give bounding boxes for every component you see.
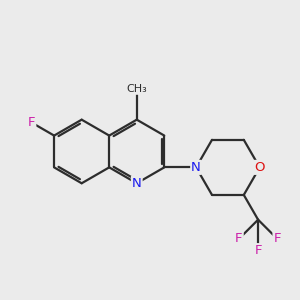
Text: N: N — [191, 161, 201, 174]
Text: F: F — [254, 244, 262, 257]
Text: CH₃: CH₃ — [126, 84, 147, 94]
Text: O: O — [254, 161, 265, 174]
Text: F: F — [28, 116, 35, 129]
Text: F: F — [235, 232, 243, 245]
Text: F: F — [274, 232, 281, 245]
Text: N: N — [132, 177, 142, 190]
